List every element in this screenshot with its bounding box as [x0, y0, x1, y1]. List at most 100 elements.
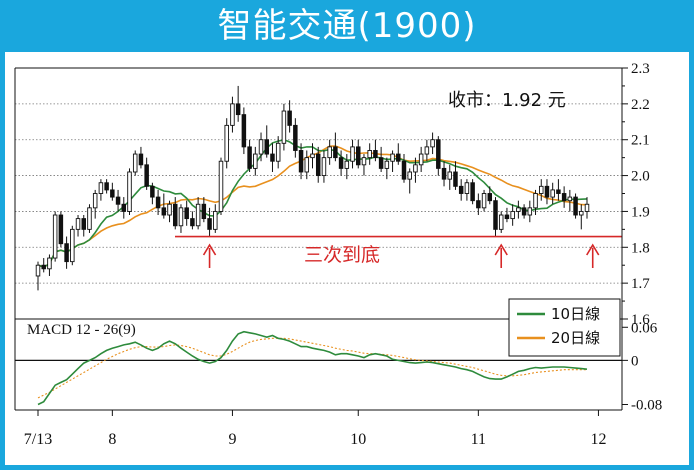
candle [235, 85, 241, 122]
candle [41, 258, 46, 273]
candle-body-down [201, 203, 207, 220]
candle [70, 225, 75, 266]
candle-body-down [207, 218, 212, 230]
candle-body-up [550, 189, 555, 198]
candle [138, 146, 144, 169]
candle [35, 261, 41, 291]
candle [98, 179, 104, 201]
candle-body-up [167, 203, 172, 216]
candle-body-down [441, 167, 447, 180]
candle [418, 146, 424, 172]
candle [47, 254, 52, 276]
x-tick-label: 12 [590, 431, 606, 448]
candle [350, 139, 355, 169]
candle [75, 215, 81, 237]
macd-tick-label: 0 [631, 353, 639, 369]
legend-label: 20日線 [551, 329, 600, 347]
bottom-arrows [202, 243, 600, 268]
candle [401, 154, 407, 183]
up-arrow [586, 243, 600, 268]
candle [275, 136, 281, 169]
candle-body-up [567, 196, 573, 202]
candle-body-down [155, 196, 161, 209]
candle [287, 100, 292, 133]
candle-body-down [373, 150, 378, 159]
candle [81, 215, 86, 237]
candle-body-up [281, 110, 287, 144]
candle [321, 150, 327, 183]
y-tick-label: 1.8 [631, 240, 650, 256]
y-tick-label: 2.3 [631, 61, 650, 77]
candle [315, 146, 321, 183]
candle-body-down [64, 243, 69, 263]
candle-body-up [584, 203, 590, 212]
chart-panel: 三次到底 收市：1.92 元 2.3 2.2 2.1 2.0 1.9 1.8 1.7 1.6 … [5, 52, 689, 465]
candle [493, 197, 498, 237]
candle-body-down [270, 153, 275, 162]
candle-body-down [41, 264, 46, 270]
candle [413, 157, 418, 183]
candle-body-down [458, 185, 464, 194]
candle [567, 189, 573, 212]
candle-body-up [275, 142, 281, 162]
candle [550, 182, 555, 205]
candle-body-down [121, 203, 127, 212]
candle-body-up [498, 214, 504, 230]
support-annotation: 三次到底 [304, 244, 380, 266]
candle [127, 168, 132, 216]
y-tick-label: 2.1 [631, 133, 650, 149]
candle-body-down [504, 214, 510, 220]
candle [195, 197, 201, 230]
candle [230, 96, 235, 133]
arrow-head [494, 243, 508, 256]
candle-body-down [287, 110, 292, 126]
candle [481, 189, 487, 212]
candle-body-up [47, 257, 52, 270]
candle [544, 179, 550, 205]
candle [190, 211, 195, 230]
candle-body-up [464, 182, 470, 194]
candle [504, 207, 510, 223]
candle-body-down [172, 203, 178, 227]
candle-body-up [579, 210, 584, 216]
candle [178, 204, 184, 233]
candle-body-up [447, 171, 453, 180]
candle [396, 143, 401, 165]
candle-body-down [293, 124, 298, 151]
candle [161, 193, 167, 219]
close-price-label: 收市：1.92 元 [448, 90, 566, 111]
candle [218, 157, 224, 216]
candle-body-up [424, 146, 430, 155]
candle [338, 150, 344, 176]
stock-chart: 三次到底 收市：1.92 元 2.32.22.12.01.91.81.71.6 … [14, 61, 662, 448]
candle-body-up [350, 146, 355, 162]
candle [367, 143, 372, 165]
candle-body-down [138, 153, 144, 166]
candle-body-up [481, 193, 487, 209]
candle [556, 179, 561, 201]
candle [579, 204, 584, 230]
candle-body-up [218, 160, 224, 212]
candle-body-down [104, 182, 109, 191]
y-tick-label: 2.0 [631, 169, 650, 185]
candle-body-down [241, 114, 247, 148]
candle [458, 179, 464, 201]
candle-body-down [333, 146, 338, 159]
candle-body-down [264, 139, 270, 155]
x-tick-label: 8 [108, 431, 116, 448]
candle [247, 139, 252, 172]
candle-body-up [87, 207, 92, 230]
candle [487, 186, 493, 205]
candle [310, 143, 315, 169]
candle-body-up [195, 203, 201, 227]
candle-body-down [556, 189, 561, 194]
candle [172, 197, 178, 230]
candle-body-down [436, 139, 441, 169]
candle [373, 139, 378, 162]
candle-body-up [533, 193, 538, 209]
candle [378, 146, 384, 172]
candle-body-down [487, 193, 493, 202]
candle [407, 168, 412, 194]
candle-body-down [378, 157, 384, 169]
candle [298, 143, 304, 180]
